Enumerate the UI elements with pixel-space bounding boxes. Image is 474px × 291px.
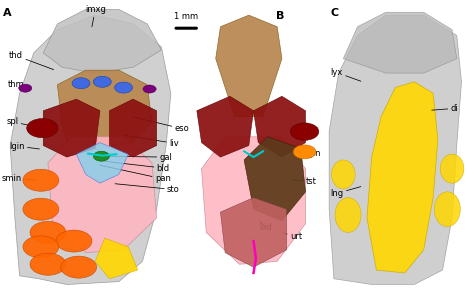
Circle shape: [61, 256, 97, 278]
Circle shape: [293, 145, 316, 159]
Ellipse shape: [331, 160, 355, 189]
Circle shape: [93, 76, 111, 87]
Text: imxg: imxg: [85, 6, 106, 27]
Text: spl: spl: [300, 127, 319, 136]
Circle shape: [72, 78, 90, 89]
Polygon shape: [201, 137, 306, 264]
Text: bld: bld: [101, 161, 170, 173]
Text: spl: spl: [6, 117, 39, 127]
Circle shape: [30, 221, 66, 243]
Text: thm: thm: [8, 80, 28, 88]
Circle shape: [56, 230, 92, 252]
Text: liv: liv: [125, 135, 179, 148]
Polygon shape: [48, 137, 156, 253]
Text: gal: gal: [102, 152, 173, 162]
Polygon shape: [76, 143, 128, 183]
Circle shape: [93, 151, 109, 161]
Text: tst: tst: [293, 177, 317, 186]
Text: smin: smin: [1, 174, 35, 183]
Circle shape: [27, 118, 58, 138]
Text: eso: eso: [134, 117, 190, 133]
Ellipse shape: [440, 154, 464, 183]
Polygon shape: [197, 96, 254, 157]
Circle shape: [115, 82, 133, 93]
Text: kid: kid: [260, 221, 272, 232]
Polygon shape: [254, 96, 306, 157]
Text: lgin: lgin: [9, 142, 39, 150]
Circle shape: [23, 198, 59, 220]
Polygon shape: [216, 15, 282, 116]
Circle shape: [18, 84, 32, 92]
Ellipse shape: [434, 192, 460, 227]
Polygon shape: [57, 70, 152, 148]
Ellipse shape: [335, 198, 361, 233]
Text: A: A: [3, 8, 12, 18]
Polygon shape: [43, 99, 100, 157]
Text: 1 mm: 1 mm: [174, 12, 198, 21]
Text: di: di: [432, 104, 458, 113]
Text: pan: pan: [100, 165, 171, 183]
Polygon shape: [329, 15, 462, 285]
Polygon shape: [43, 9, 161, 73]
Polygon shape: [10, 15, 171, 285]
Polygon shape: [343, 12, 457, 73]
Text: B: B: [276, 11, 284, 21]
Text: lgin: lgin: [298, 149, 321, 158]
Polygon shape: [220, 198, 287, 267]
Circle shape: [143, 85, 156, 93]
Circle shape: [291, 123, 319, 140]
Circle shape: [23, 169, 59, 191]
Text: C: C: [330, 8, 339, 18]
Text: thd: thd: [9, 51, 54, 70]
Text: lyx: lyx: [330, 68, 361, 81]
Polygon shape: [244, 137, 306, 221]
Text: sto: sto: [115, 184, 180, 194]
Circle shape: [23, 236, 59, 258]
Circle shape: [30, 253, 66, 275]
Polygon shape: [367, 82, 438, 273]
Polygon shape: [95, 238, 138, 279]
Text: urt: urt: [283, 232, 302, 241]
Polygon shape: [109, 99, 156, 157]
Text: lng: lng: [330, 187, 361, 198]
